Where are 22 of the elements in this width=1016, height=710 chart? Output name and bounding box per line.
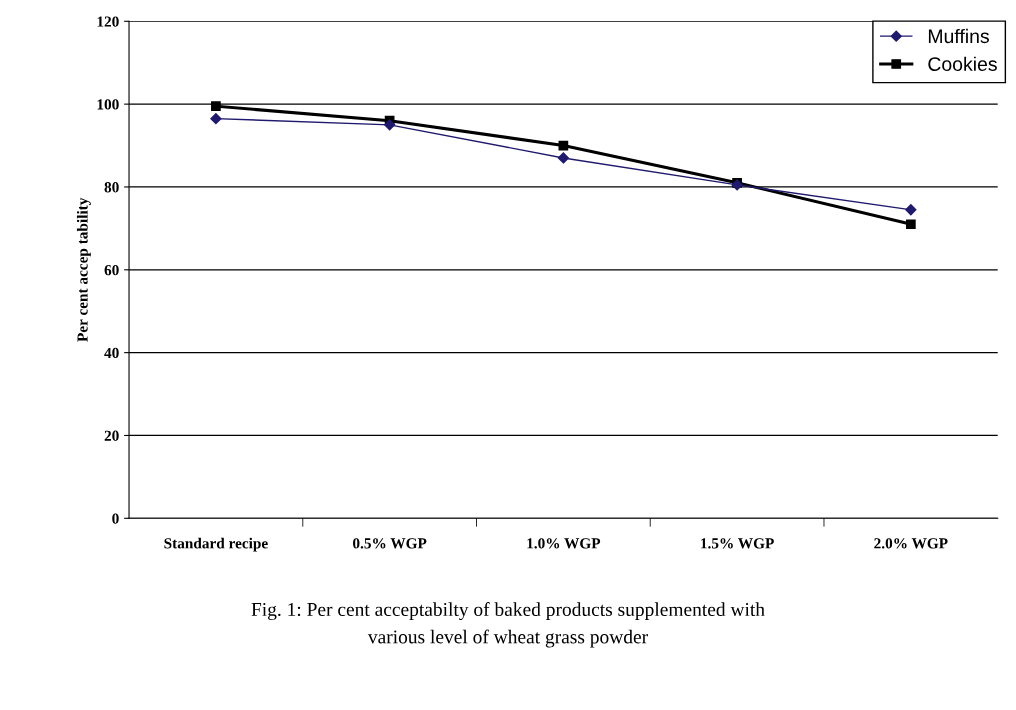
- y-axis-title: Per cent accep tability: [76, 197, 91, 342]
- y-tick-label: 100: [97, 99, 119, 110]
- x-tick-label: Standard recipe: [164, 537, 268, 552]
- y-tick-label: 20: [104, 430, 119, 441]
- caption: Fig. 1: Per cent acceptabilty of baked products supplemented with various level of wheat grass powder: [251, 602, 765, 648]
- y-tick-label: 60: [104, 264, 119, 276]
- x-tick-label: 1.0% WGP: [527, 538, 601, 549]
- point: [905, 204, 917, 216]
- point: [557, 152, 569, 164]
- y-tick-label: 80: [104, 182, 119, 193]
- legend-label: Muffins: [928, 28, 989, 44]
- x-tick-label: 1.5% WGP: [701, 538, 774, 549]
- legend-label: Cookies: [928, 56, 997, 71]
- point: [210, 113, 222, 125]
- point: [384, 119, 396, 131]
- point: [905, 219, 916, 230]
- y-tick-label: 120: [97, 16, 119, 27]
- y-tick-label: 0: [112, 513, 119, 524]
- x-tick-label: 0.5% WGP: [353, 538, 427, 549]
- x-tick-label: 2.0% WGP: [874, 538, 948, 549]
- point: [211, 101, 221, 112]
- y-tick-label: 40: [104, 347, 119, 359]
